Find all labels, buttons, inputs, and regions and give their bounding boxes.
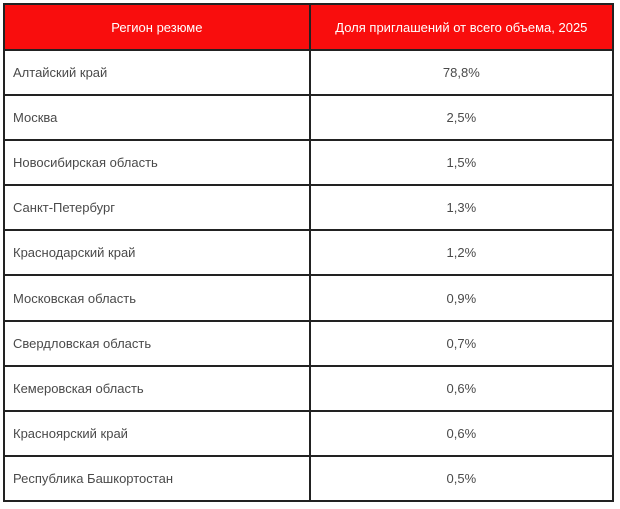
table-row: Свердловская область 0,7% <box>3 319 615 367</box>
table-header: Регион резюме Доля приглашений от всего … <box>3 3 615 51</box>
table-row: Кемеровская область 0,6% <box>3 364 615 412</box>
table-row: Московская область 0,9% <box>3 274 615 322</box>
share-cell: 78,8% <box>308 48 615 97</box>
region-cell: Московская область <box>3 274 311 322</box>
table-row: Новосибирская область 1,5% <box>3 139 615 187</box>
region-cell: Свердловская область <box>3 319 311 367</box>
share-cell: 0,6% <box>308 409 615 457</box>
share-cell: 1,2% <box>308 229 615 277</box>
table-row: Санкт-Петербург 1,3% <box>3 184 615 232</box>
share-cell: 1,5% <box>308 139 615 187</box>
table-row: Алтайский край 78,8% <box>3 48 615 97</box>
region-invitations-table-container: Регион резюме Доля приглашений от всего … <box>3 3 615 503</box>
table-row: Краснодарский край 1,2% <box>3 229 615 277</box>
share-cell: 2,5% <box>308 94 615 142</box>
table-row: Москва 2,5% <box>3 94 615 142</box>
region-cell: Красноярский край <box>3 409 311 457</box>
region-cell: Новосибирская область <box>3 139 311 187</box>
region-cell: Республика Башкортостан <box>3 454 311 503</box>
region-cell: Алтайский край <box>3 48 311 97</box>
share-cell: 0,9% <box>308 274 615 322</box>
region-cell: Кемеровская область <box>3 364 311 412</box>
column-header-share: Доля приглашений от всего объема, 2025 <box>308 3 615 51</box>
share-cell: 0,7% <box>308 319 615 367</box>
column-header-region: Регион резюме <box>3 3 311 51</box>
share-cell: 1,3% <box>308 184 615 232</box>
table-row: Красноярский край 0,6% <box>3 409 615 457</box>
region-cell: Москва <box>3 94 311 142</box>
table-row: Республика Башкортостан 0,5% <box>3 454 615 503</box>
region-cell: Краснодарский край <box>3 229 311 277</box>
share-cell: 0,6% <box>308 364 615 412</box>
header-row: Регион резюме Доля приглашений от всего … <box>3 3 615 51</box>
region-invitations-table: Регион резюме Доля приглашений от всего … <box>3 3 615 503</box>
region-cell: Санкт-Петербург <box>3 184 311 232</box>
share-cell: 0,5% <box>308 454 615 503</box>
table-body: Алтайский край 78,8% Москва 2,5% Новосиб… <box>3 48 615 503</box>
